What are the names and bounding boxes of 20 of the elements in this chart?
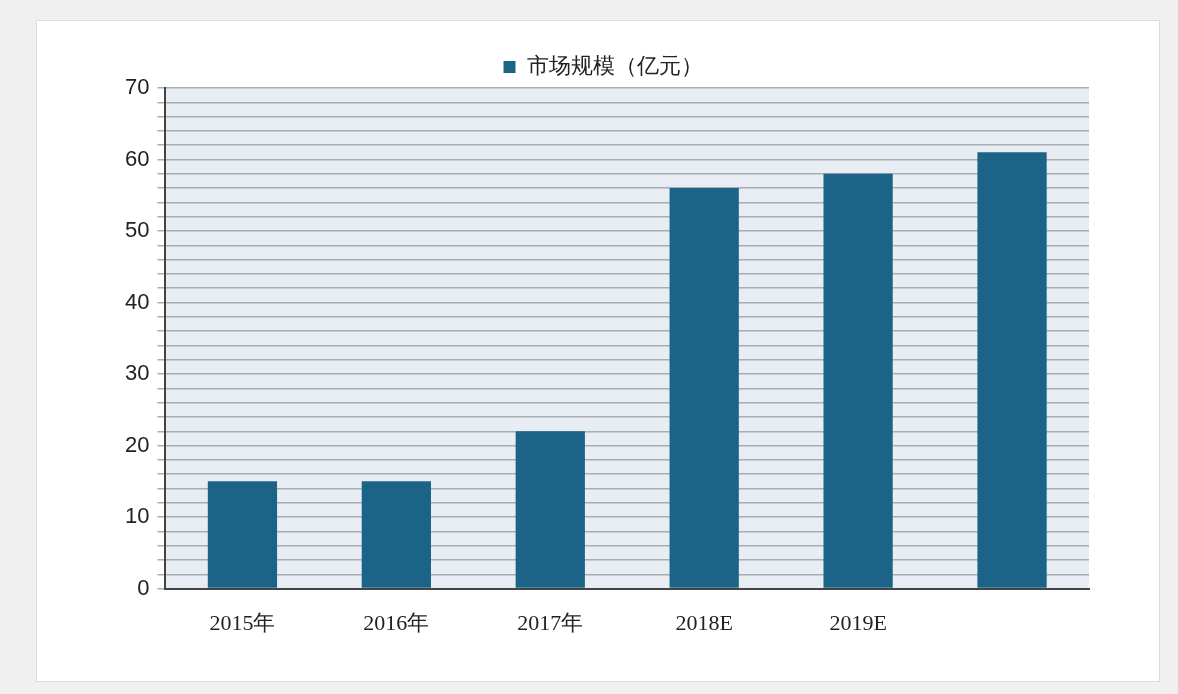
x-tick-label: 2016年	[363, 609, 430, 635]
y-tick-label: 0	[137, 574, 150, 600]
bar	[669, 188, 739, 588]
x-tick-label: 2018E	[675, 609, 733, 635]
legend-label: 市场规模（亿元）	[526, 52, 703, 78]
y-tick-label: 50	[124, 217, 150, 243]
x-tick-label: 2019E	[829, 609, 887, 635]
bar	[823, 173, 893, 588]
x-tick-label: 2017年	[517, 609, 584, 635]
y-tick-label: 30	[124, 360, 150, 386]
y-tick-label: 20	[124, 431, 150, 457]
x-tick-label: 2015年	[209, 609, 276, 635]
bar	[361, 481, 431, 588]
bar	[207, 481, 278, 588]
y-tick-label: 10	[124, 503, 150, 529]
bar	[977, 152, 1047, 588]
y-tick-label: 60	[124, 145, 150, 171]
y-tick-label: 40	[124, 288, 150, 314]
bar	[515, 431, 585, 588]
y-tick-label: 70	[124, 74, 150, 100]
